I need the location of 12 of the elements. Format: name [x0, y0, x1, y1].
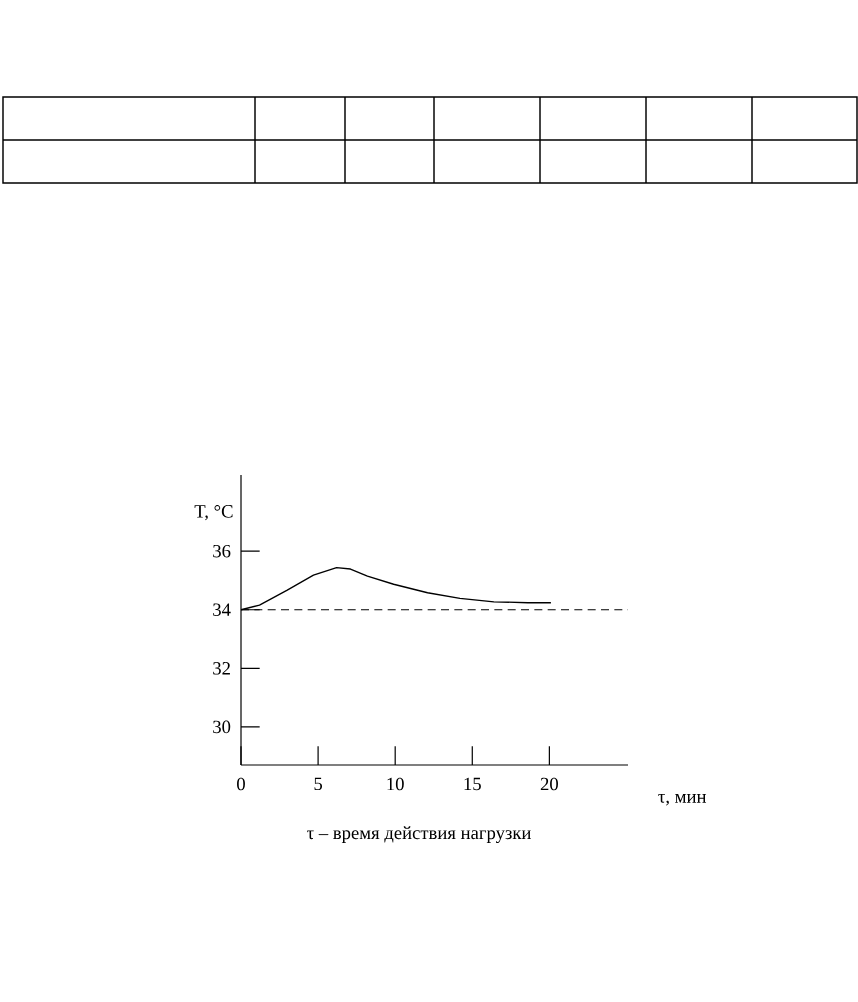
- y-axis-title: T, °C: [194, 505, 233, 521]
- y-tick-label: 36: [213, 544, 231, 558]
- y-tick-label: 30: [213, 720, 231, 734]
- y-tick-label: 32: [213, 662, 230, 675]
- x-tick-label: 0: [237, 777, 245, 791]
- text: τ – время действия нагрузки: [307, 826, 531, 844]
- x-tick-label: 10: [387, 777, 404, 791]
- x-tick-label: 20: [540, 777, 558, 791]
- y-tick-label: 34: [213, 603, 231, 617]
- x-axis-title: τ, мин: [658, 794, 707, 806]
- x-tick-label: 15: [464, 777, 481, 791]
- x-tick-label: 5: [314, 777, 323, 791]
